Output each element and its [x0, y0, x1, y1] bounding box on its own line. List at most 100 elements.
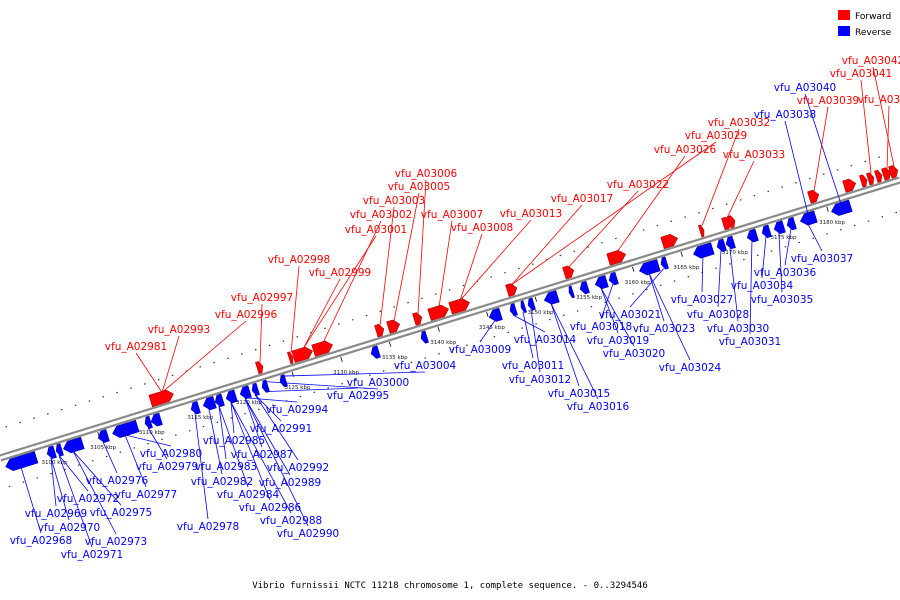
reverse-gene-label: vfu_A02983 [195, 461, 257, 473]
reverse-leader-line [522, 311, 534, 359]
reverse-gene-label: vfu_A02989 [259, 477, 321, 489]
forward-leader-line [135, 352, 163, 393]
forward-gene-label: vfu_A03032 [708, 117, 770, 129]
reverse-gene [97, 429, 110, 443]
reverse-gene-arrow [568, 285, 575, 299]
tick-label: 3170 kbp [722, 250, 748, 256]
reverse-leader-line [701, 256, 704, 293]
reverse-gene-label: vfu_A02979 [136, 461, 198, 473]
reverse-leader-line [784, 120, 809, 214]
forward-gene-arrow [698, 224, 705, 238]
reverse-gene-arrow [190, 401, 201, 415]
reverse-leader-line [550, 303, 599, 400]
forward-gene [291, 346, 313, 363]
reverse-gene-label: vfu_A03012 [509, 374, 571, 386]
forward-leader-line [322, 220, 382, 343]
forward-gene-label: vfu_A03001 [345, 224, 407, 236]
reverse-gene-arrow [46, 445, 57, 459]
forward-gene-arrow [412, 312, 423, 326]
forward-gene-label: vfu_A03005 [388, 181, 450, 193]
forward-leader-line [302, 235, 377, 350]
forward-gene [859, 174, 868, 188]
reverse-gene-arrow [63, 436, 85, 454]
legend: Forward Reverse [838, 10, 892, 38]
reverse-gene-label: vfu_A03000 [347, 377, 409, 389]
forward-gene [874, 169, 883, 183]
reverse-gene-arrow [202, 396, 217, 411]
reverse-leader-line [648, 272, 665, 322]
tick-mark [680, 251, 683, 257]
reverse-leader-line [729, 247, 739, 322]
forward-gene-label: vfu_A02999 [309, 267, 371, 279]
reverse-leader-line [244, 397, 263, 448]
reverse-gene-arrow [370, 345, 381, 359]
reverse-gene-label: vfu_A03015 [548, 388, 610, 400]
reverse-gene [799, 210, 818, 226]
reverse-leader-line [218, 405, 249, 488]
reverse-leader-line [807, 223, 823, 252]
reverse-leader-line [58, 455, 93, 548]
forward-leader-line [616, 155, 686, 253]
reverse-gene [261, 379, 270, 393]
reverse-leader-line [244, 397, 291, 476]
forward-gene-arrow [874, 169, 883, 183]
tick-label: 3150 kbp [528, 310, 554, 316]
reverse-leader-line [244, 397, 298, 403]
reverse-leader-line [254, 394, 282, 422]
forward-gene [698, 224, 705, 238]
reverse-gene-label: vfu_A03020 [603, 348, 665, 360]
forward-gene-label: vfu_A02996 [215, 309, 278, 321]
forward-gene [374, 324, 385, 338]
reverse-gene-label: vfu_A03031 [719, 336, 781, 348]
tick-label: 3160 kbp [625, 280, 651, 286]
forward-gene-arrow [888, 165, 899, 179]
reverse-gene-label: vfu_A02986 [239, 502, 302, 514]
reverse-gene-arrow [112, 419, 140, 438]
reverse-gene [761, 224, 772, 239]
label-leader-lines [20, 66, 895, 548]
reverse-gene-arrow [509, 303, 518, 317]
reverse-leader-line [50, 457, 57, 507]
reverse-gene [746, 228, 759, 243]
reverse-leader-line [102, 441, 118, 474]
reverse-leader-line [600, 284, 614, 320]
tick-mark [388, 341, 392, 347]
reverse-gene [509, 303, 518, 317]
forward-gene-label: vfu_A03006 [395, 168, 458, 180]
forward-gene-arrow [311, 340, 333, 357]
reverse-gene [568, 285, 575, 299]
forward-leader-line [872, 66, 895, 167]
legend-reverse-label: Reverse [855, 28, 892, 38]
reverse-leader-line [600, 287, 619, 334]
tick-label: 3105 kbp [90, 445, 116, 451]
chromosome-backbone [0, 176, 900, 462]
reverse-gene-arrow [55, 443, 64, 457]
forward-gene [842, 178, 857, 193]
reverse-gene-label: vfu_A02987 [231, 449, 293, 461]
forward-leader-line [511, 141, 717, 285]
reverse-leader-line [512, 314, 546, 333]
reverse-gene-arrow [725, 235, 736, 250]
tick-mark [486, 311, 489, 317]
reverse-leader-line [550, 303, 580, 387]
reverse-gene [608, 271, 619, 286]
reverse-gene [251, 382, 260, 396]
reverse-leader-line [124, 434, 172, 447]
forward-leader-line [290, 265, 300, 353]
reverse-gene-arrow [520, 300, 527, 314]
tick-label: 3125 kbp [285, 385, 311, 391]
reverse-leader-line [208, 408, 223, 475]
reverse-leader-line [124, 434, 147, 488]
forward-leader-line [438, 220, 453, 307]
reverse-leader-line [72, 450, 117, 535]
reverse-gene-label: vfu_A02975 [90, 507, 152, 519]
reverse-gene [144, 415, 153, 429]
reverse-gene-label: vfu_A02968 [10, 535, 72, 547]
reverse-leader-line [50, 457, 70, 521]
forward-gene-arrow [255, 361, 264, 375]
forward-leader-line [701, 128, 740, 226]
forward-leader-line [459, 219, 532, 301]
reverse-gene-label: vfu_A02969 [25, 508, 87, 520]
